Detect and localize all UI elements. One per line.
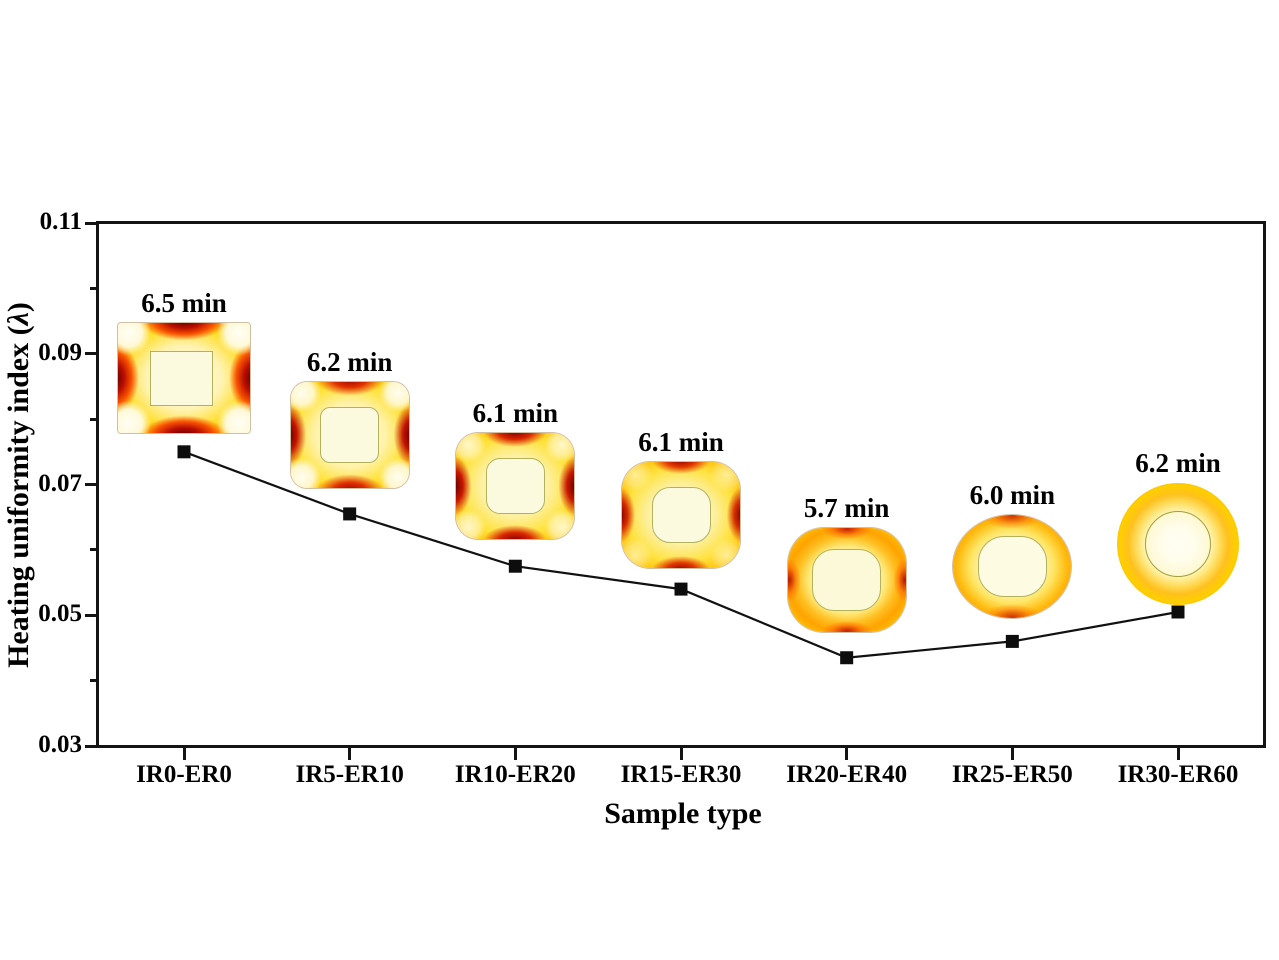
x-axis-title: Sample type: [604, 797, 762, 830]
y-axis-minor-tick: [90, 679, 97, 683]
data-point-IR25-ER50: [1005, 634, 1019, 648]
x-axis-tick: [513, 748, 517, 760]
data-point-IR0-ER0: [177, 445, 191, 459]
thermal-map-sharp-square-icon: [118, 323, 250, 433]
y-axis-major-tick: [85, 483, 97, 486]
x-axis-tick-label: IR25-ER50: [951, 761, 1073, 788]
data-point-IR20-ER40: [840, 651, 854, 665]
heating-time-label: 6.0 min: [969, 480, 1056, 510]
thermal-map-rounded-square-icon: [456, 433, 575, 539]
heating-time-label: 6.1 min: [472, 398, 559, 428]
thermal-map-cold-core: [149, 350, 214, 406]
y-axis-minor-tick: [90, 548, 97, 552]
lambda-symbol: λ: [2, 312, 35, 326]
y-axis-major-tick: [85, 352, 97, 356]
heating-time-label: 6.2 min: [306, 347, 393, 377]
data-point-IR5-ER10: [343, 507, 357, 521]
y-axis-major-tick: [85, 613, 97, 617]
x-axis-tick: [348, 748, 352, 760]
x-axis-tick-label: IR10-ER20: [454, 761, 576, 788]
heating-time-label: 5.7 min: [803, 493, 890, 523]
data-point-IR30-ER60: [1171, 605, 1185, 619]
y-axis-tick-label: 0.03: [38, 731, 82, 758]
y-axis-title-close-paren: ): [2, 302, 35, 313]
y-axis-minor-tick: [90, 417, 97, 421]
heating-time-label: 6.1 min: [638, 427, 724, 457]
data-point-IR15-ER30: [674, 582, 688, 596]
x-axis-tick: [679, 748, 683, 760]
y-axis-tick-label: 0.05: [38, 600, 82, 628]
data-point-IR10-ER20: [508, 559, 522, 573]
y-axis-tick-label: 0.11: [39, 208, 82, 235]
y-axis-major-tick: [85, 221, 97, 225]
thermal-map-cold-core: [485, 458, 545, 514]
x-axis-tick-label: IR20-ER40: [786, 761, 908, 788]
x-axis-tick-label: IR30-ER60: [1117, 761, 1239, 788]
x-axis-tick-label: IR15-ER30: [620, 761, 742, 788]
y-axis-major-tick: [85, 744, 97, 748]
thermal-map-squircle-icon: [787, 528, 906, 632]
y-axis-tick-label: 0.09: [38, 338, 82, 366]
thermal-map-cold-core: [812, 548, 881, 612]
thermal-map-rounded-square-icon: [290, 382, 409, 488]
y-axis-minor-tick: [90, 286, 97, 290]
x-axis-tick-label: IR5-ER10: [295, 761, 404, 788]
thermal-map-near-circle-icon: [953, 515, 1072, 618]
heating-time-label: 6.5 min: [141, 288, 227, 318]
x-axis-tick: [182, 748, 186, 760]
thermal-map-cold-core: [1145, 511, 1211, 577]
x-axis-tick: [845, 748, 849, 760]
x-axis-tick: [1010, 748, 1014, 760]
y-axis-tick-label: 0.07: [38, 469, 82, 497]
thermal-map-cold-core: [651, 487, 711, 543]
thermal-map-cold-core: [978, 535, 1047, 598]
plot-area: [96, 221, 1266, 748]
thermal-map-cold-core: [320, 407, 380, 463]
x-axis-tick: [1176, 748, 1180, 760]
thermal-map-circle-icon: [1117, 483, 1239, 605]
heating-time-label: 6.2 min: [1135, 448, 1221, 478]
series-layer: [177, 445, 1185, 665]
thermal-map-rounded-square-icon: [622, 462, 740, 568]
x-axis-tick-label: IR0-ER0: [136, 761, 232, 788]
